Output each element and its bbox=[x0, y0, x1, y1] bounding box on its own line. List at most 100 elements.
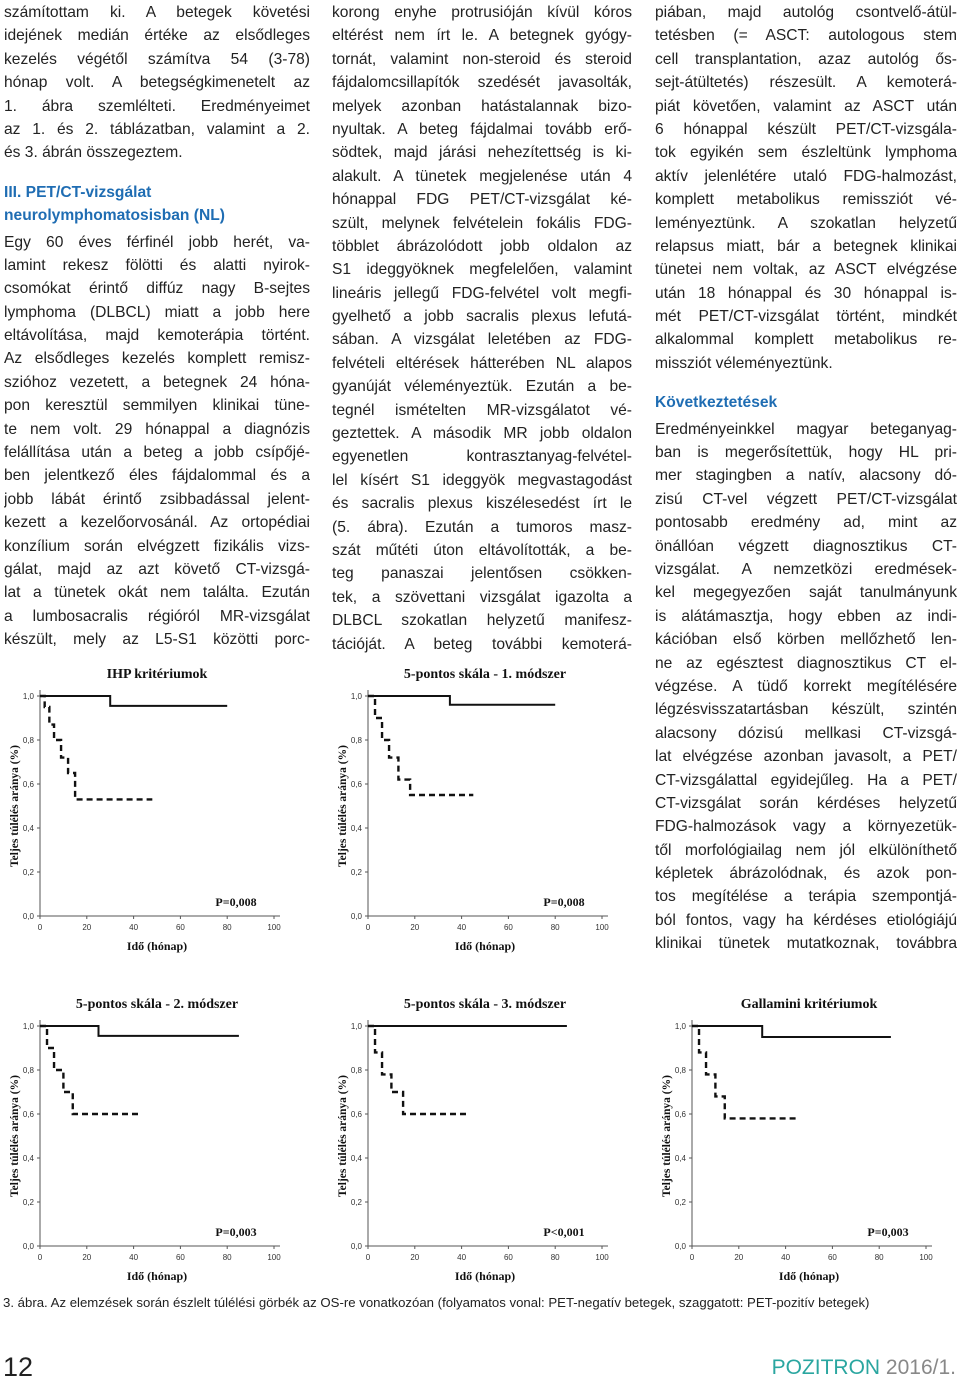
text-line: Az elsődleges kezelés komplett remisz- bbox=[4, 350, 310, 368]
chart-title: 5-pontos skála - 1. módszer bbox=[404, 667, 566, 682]
x-tick-label: 100 bbox=[595, 923, 609, 932]
text-line: leményeztünk. A szokatlan helyzetű bbox=[655, 214, 957, 232]
y-tick-label: 0,0 bbox=[23, 1242, 35, 1251]
y-axis-label: Teljes túlélés aránya (%) bbox=[337, 1075, 349, 1197]
text-line: aktív jelenlétére utaló FDG-halmozást, bbox=[655, 167, 957, 185]
x-axis-label: Idő (hónap) bbox=[127, 939, 187, 953]
heading: III. PET/CT-vizsgálat neurolymphomatosisb… bbox=[4, 181, 310, 228]
y-tick-label: 0,0 bbox=[351, 1242, 363, 1251]
text-line: ból fontos, vagy ha kérdéses etiológiájú bbox=[655, 911, 957, 929]
text-line: az 1. és 2. táblázatban, valamint a 2. bbox=[4, 120, 310, 138]
text-line: fájdalomcsillapítók szedését javasolták, bbox=[332, 74, 632, 92]
x-tick-label: 80 bbox=[551, 1253, 560, 1262]
x-tick-label: 20 bbox=[82, 923, 91, 932]
text-line: gálat, majd az azt követő CT-vizsgá- bbox=[4, 560, 310, 578]
text-line: piát követően, valamint az ASCT után bbox=[655, 97, 957, 115]
x-tick-label: 0 bbox=[366, 1253, 371, 1262]
text-line: a lumbosacralis régióról MR-vizsgálat bbox=[4, 607, 310, 625]
text-line: relapsus miatt, bár a betegnek klinikai bbox=[655, 237, 957, 255]
y-tick-label: 0,6 bbox=[351, 1110, 363, 1119]
text-line: lamint rekesz fölötti és alatti nyirok- bbox=[4, 256, 310, 274]
text-column: korong enyhe protrusióján kívül kóros elt… bbox=[332, 1, 632, 656]
text-line: lat elvégzése azonban javasolt, a PET/ bbox=[655, 748, 957, 766]
text-line: tos megítélése a terápia szempontjá- bbox=[655, 888, 957, 906]
issue: 2016/1. bbox=[885, 1356, 956, 1379]
p-value: P<0,001 bbox=[543, 1225, 584, 1239]
x-tick-label: 100 bbox=[919, 1253, 933, 1262]
x-tick-label: 80 bbox=[551, 923, 560, 932]
y-tick-label: 0,2 bbox=[23, 868, 35, 877]
y-tick-label: 0,0 bbox=[23, 912, 35, 921]
text-line: södtek, majd járási nehezítettség is ki- bbox=[332, 144, 632, 162]
chart: 5-pontos skála - 3. módszer Teljes túlélé… bbox=[337, 997, 609, 1283]
x-tick-label: 80 bbox=[223, 923, 232, 932]
x-tick-label: 40 bbox=[457, 1253, 466, 1262]
y-tick-label: 0,4 bbox=[351, 1154, 363, 1163]
text-line: hónappal FDG PET/CT-vizsgálat ké- bbox=[332, 191, 632, 209]
solid-survival-curve bbox=[368, 695, 556, 706]
text-line: lel kísért S1 ideggyök megvastagodást bbox=[332, 471, 632, 489]
y-tick-label: 0,6 bbox=[23, 1110, 35, 1119]
text-line: sejt-átültetés) részesült. A kemoterá- bbox=[655, 74, 957, 92]
text-line: idejének medián értéke az elsődleges bbox=[4, 27, 310, 45]
x-tick-label: 60 bbox=[176, 1253, 185, 1262]
text-line: vizsgálat. A nemzetközi eredmések- bbox=[655, 560, 957, 578]
text-line: eltérést nem írt le. A betegnek gyógy- bbox=[332, 27, 632, 45]
x-tick-label: 0 bbox=[366, 923, 371, 932]
y-tick-label: 0,8 bbox=[351, 1066, 363, 1075]
y-tick-label: 0,8 bbox=[351, 736, 363, 745]
text-line: gyelhető a jobb sacralis plexus lefutá- bbox=[332, 308, 632, 326]
text-line: DLBCL szokatlan helyzetű manifesz- bbox=[332, 612, 632, 630]
p-value: P=0,003 bbox=[867, 1225, 908, 1239]
p-value: P=0,008 bbox=[215, 895, 256, 909]
y-tick-label: 0,0 bbox=[351, 912, 363, 921]
x-tick-label: 60 bbox=[504, 1253, 513, 1262]
text-line: mer stagingben a natív, alacsony dó- bbox=[655, 467, 957, 485]
paragraph: piában, majd autológ csontvelő-átül-teté… bbox=[655, 1, 957, 375]
x-tick-label: 20 bbox=[410, 923, 419, 932]
text-line: szióhoz vezetett, a betegnek 24 hóna- bbox=[4, 373, 310, 391]
text-line: konzílium során elvégzett fizikális vizs… bbox=[4, 537, 310, 555]
text-line: jobb lábát érintő zsibbadással jelent- bbox=[4, 490, 310, 508]
text-column: számítottam ki. A betegek követési idején… bbox=[4, 1, 310, 652]
x-tick-label: 100 bbox=[267, 1253, 281, 1262]
text-line: tegnél ismételten MR-vizsgálatot vé- bbox=[332, 401, 632, 419]
y-tick-label: 0,2 bbox=[351, 868, 363, 877]
page-number: 12 bbox=[3, 1352, 34, 1382]
text-line: tek, a szövettani vizsgálat igazolta a bbox=[332, 588, 632, 606]
x-tick-label: 20 bbox=[734, 1253, 743, 1262]
text-line: és 3. ábrán összegeztem. bbox=[4, 144, 183, 162]
text-line: lymphoma (DLBCL) miatt a jobb here bbox=[4, 303, 310, 321]
text-line: tációját. A beteg további kemoterá- bbox=[332, 635, 632, 653]
y-tick-label: 0,8 bbox=[23, 736, 35, 745]
text-line: ban is megerősítettük, hogy HL pri- bbox=[655, 444, 957, 462]
y-axis-label: Teljes túlélés aránya (%) bbox=[337, 745, 349, 867]
text-line: piában, majd autológ csontvelő-átül- bbox=[655, 4, 957, 21]
y-tick-label: 0,4 bbox=[23, 1154, 35, 1163]
text-line: és sacralis plexus kiszélesedést írt le bbox=[332, 495, 632, 513]
text-column: piában, majd autológ csontvelő-átül-teté… bbox=[655, 1, 957, 956]
text-line: korong enyhe protrusióján kívül kóros bbox=[332, 4, 632, 21]
dashed-survival-curve bbox=[368, 1024, 467, 1116]
journal-name: POZITRON bbox=[771, 1356, 881, 1379]
text-line: felállítása után a beteg a jobb csípőjé- bbox=[4, 444, 310, 462]
paragraph: korong enyhe protrusióján kívül kóros elt… bbox=[332, 1, 632, 656]
text-line: számítottam ki. A betegek követési bbox=[4, 4, 310, 21]
text-line: pon keresztül semmilyen klinikai tüne- bbox=[4, 397, 310, 415]
paragraph: Egy 60 éves férfinél jobb herét, va-lami… bbox=[4, 231, 310, 652]
y-tick-label: 0,8 bbox=[675, 1066, 687, 1075]
text-line: tok egyikén sem észleltünk lymphoma bbox=[655, 144, 957, 162]
text-line: alacsony dózisú mellkasi CT-vizsgá- bbox=[655, 724, 957, 742]
y-tick-label: 1,0 bbox=[23, 1022, 35, 1031]
dashed-survival-curve bbox=[40, 1024, 139, 1116]
text-line: szült, melynek felvételein fokális FDG- bbox=[332, 214, 632, 232]
x-tick-label: 0 bbox=[38, 1253, 43, 1262]
text-line: többlet ábrázolódott jobb oldalon az bbox=[332, 237, 632, 255]
text-line: légzésvisszatartásban készült, szintén bbox=[655, 701, 957, 719]
text-line: alakult. A tünetek megjelenése után 4 bbox=[332, 167, 632, 185]
text-line: Egy 60 éves férfinél jobb herét, va- bbox=[4, 233, 310, 251]
text-line: (5. ábra). Ezután a tumoros masz- bbox=[332, 518, 632, 536]
text-line: pontosabb eredmény ad, mint az bbox=[655, 514, 957, 532]
y-tick-label: 0,4 bbox=[675, 1154, 687, 1163]
y-axis-label: Teljes túlélés aránya (%) bbox=[9, 745, 21, 867]
